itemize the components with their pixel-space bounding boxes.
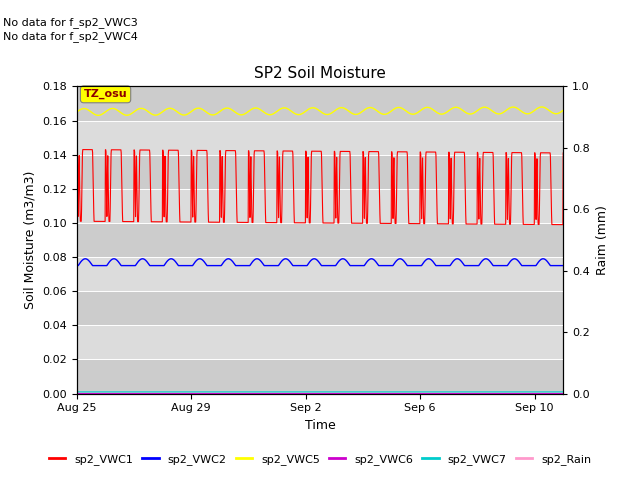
Bar — [77, 257, 563, 291]
Text: TZ_osu: TZ_osu — [84, 89, 127, 99]
Bar — [77, 189, 563, 223]
Text: No data for f_sp2_VWC4: No data for f_sp2_VWC4 — [3, 31, 138, 42]
Legend: sp2_VWC1, sp2_VWC2, sp2_VWC5, sp2_VWC6, sp2_VWC7, sp2_Rain: sp2_VWC1, sp2_VWC2, sp2_VWC5, sp2_VWC6, … — [44, 450, 596, 469]
Text: No data for f_sp2_VWC3: No data for f_sp2_VWC3 — [3, 17, 138, 28]
Bar — [77, 325, 563, 360]
Bar — [77, 86, 563, 120]
Y-axis label: Soil Moisture (m3/m3): Soil Moisture (m3/m3) — [24, 171, 36, 309]
Title: SP2 Soil Moisture: SP2 Soil Moisture — [254, 66, 386, 81]
Bar — [77, 155, 563, 189]
X-axis label: Time: Time — [305, 419, 335, 432]
Y-axis label: Raim (mm): Raim (mm) — [596, 205, 609, 275]
Bar — [77, 291, 563, 325]
Bar — [77, 360, 563, 394]
Bar — [77, 223, 563, 257]
Bar — [77, 120, 563, 155]
